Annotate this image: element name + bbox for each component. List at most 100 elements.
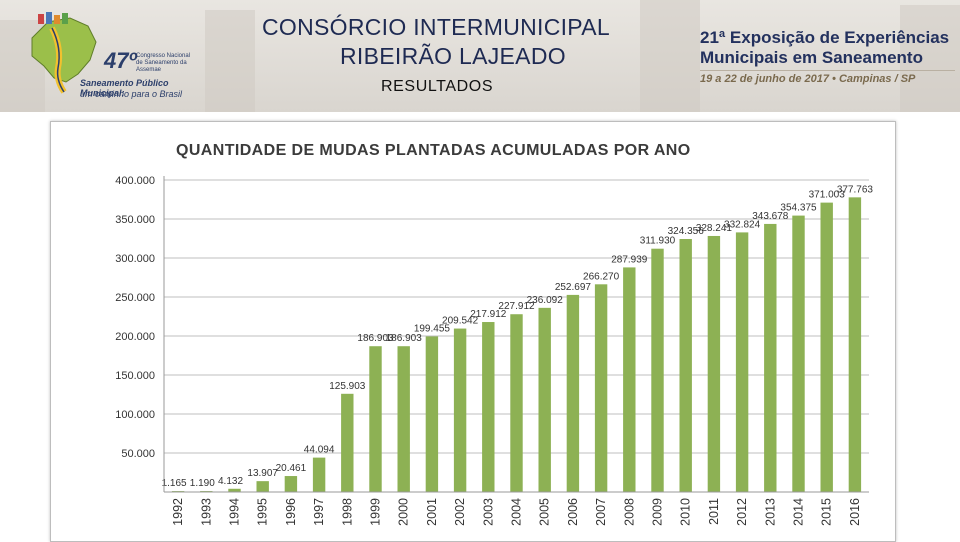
background-building	[640, 0, 700, 112]
x-tick-label: 2012	[735, 498, 749, 526]
data-label-1994: 4.132	[218, 476, 243, 487]
x-tick-label: 2000	[397, 498, 411, 526]
bar-2003	[482, 322, 495, 492]
x-tick-label: 2013	[763, 498, 777, 526]
y-tick-label: 200.000	[115, 331, 155, 343]
y-tick-label: 100.000	[115, 409, 155, 421]
background-building	[205, 10, 255, 112]
x-tick-label: 2008	[622, 498, 636, 526]
data-label-2014: 354.375	[780, 203, 817, 214]
x-tick-label: 2005	[538, 498, 552, 526]
x-tick-label: 2002	[453, 498, 467, 526]
background-building	[900, 5, 960, 112]
bar-1994	[228, 488, 241, 492]
bar-2012	[735, 232, 749, 492]
bar-2002	[453, 328, 467, 492]
y-tick-label: 150.000	[115, 370, 155, 382]
data-label-1996: 20.461	[276, 463, 307, 474]
chart-container: QUANTIDADE DE MUDAS PLANTADAS ACUMULADAS…	[50, 121, 896, 542]
congress-tagline-2: um caminho para o Brasil	[80, 89, 183, 99]
x-tick-label: 1992	[171, 498, 185, 526]
bar-1997	[312, 457, 326, 492]
data-label-2007: 266.270	[583, 271, 620, 282]
bar-2014	[792, 215, 805, 492]
page-subtitle: RESULTADOS	[381, 78, 494, 95]
bar-1996	[284, 476, 298, 492]
x-tick-label: 1994	[228, 498, 242, 526]
bar-2005	[538, 307, 551, 492]
bar-2008	[623, 267, 636, 492]
data-label-2009: 311.930	[640, 236, 676, 247]
x-tick-label: 1993	[199, 498, 213, 526]
bar-2007	[594, 284, 608, 492]
x-tick-label: 2009	[651, 498, 665, 526]
congress-name: Congresso Nacional de Saneamento da Asse…	[136, 53, 191, 73]
x-tick-label: 1995	[256, 498, 270, 526]
data-label-2001: 199.455	[414, 323, 451, 334]
x-tick-label: 1996	[284, 498, 298, 526]
exposition-line1: 21ª Exposição de Experiências	[700, 28, 950, 47]
data-label-2002: 209.542	[442, 316, 479, 327]
x-tick-label: 2007	[594, 498, 608, 526]
bar-2013	[764, 223, 777, 492]
x-tick-label: 2015	[820, 498, 834, 526]
data-label-1999: 186.903	[357, 333, 394, 344]
x-tick-label: 2006	[566, 498, 580, 526]
bar-2016	[848, 197, 862, 492]
data-label-2011: 328.241	[696, 223, 733, 234]
x-tick-label: 2010	[679, 498, 693, 526]
axis-layer: 400.000 350.000 300.000 250.000 200.000 150.0…	[115, 175, 869, 526]
bar-2011	[707, 235, 721, 492]
data-label-1998: 125.903	[329, 381, 366, 392]
y-tick-label: 350.000	[115, 214, 155, 226]
x-tick-label: 1999	[369, 498, 383, 526]
exposition-line2: Municipais em Saneamento	[700, 48, 923, 67]
bar-2006	[566, 294, 580, 492]
data-label-2010: 324.356	[668, 226, 705, 237]
page-title-line2: RIBEIRÃO LAJEADO	[340, 43, 566, 69]
x-tick-label: 1997	[312, 498, 326, 526]
bar-2009	[651, 248, 664, 492]
x-tick-label: 2004	[510, 498, 524, 526]
x-tick-label: 2016	[848, 498, 862, 526]
bar-2001	[425, 336, 439, 492]
data-label-1993: 1.190	[190, 478, 215, 489]
brazil-map-icon	[31, 12, 97, 94]
data-label-2005: 236.092	[527, 295, 564, 306]
bar-2015	[820, 202, 833, 492]
congress-logo: 47º Congresso Nacional de Saneamento da …	[18, 8, 193, 104]
y-tick-label: 300.000	[115, 253, 155, 265]
x-tick-label: 2001	[425, 498, 439, 526]
bar-1995	[256, 481, 269, 492]
data-label-2006: 252.697	[555, 282, 592, 293]
data-label-1992: 1.165	[162, 478, 187, 489]
data-label-2012: 332.824	[724, 219, 761, 230]
bar-1998	[341, 393, 354, 492]
bar-2000	[397, 346, 410, 492]
exposition-dates: 19 a 22 de junho de 2017 • Campinas / SP	[700, 70, 955, 85]
y-tick-label: 50.000	[121, 448, 155, 460]
data-label-2000: 186.903	[386, 333, 423, 344]
header-banner: 47º Congresso Nacional de Saneamento da …	[0, 0, 960, 112]
page-title-line1: CONSÓRCIO INTERMUNICIPAL	[262, 14, 610, 40]
bar-1999	[369, 346, 382, 492]
data-label-2004: 227.912	[498, 301, 535, 312]
x-tick-label: 2003	[481, 498, 495, 526]
bar-chart: QUANTIDADE DE MUDAS PLANTADAS ACUMULADAS…	[115, 142, 874, 526]
data-label-1997: 44.094	[304, 445, 335, 456]
data-label-2016: 377.763	[837, 184, 874, 195]
x-tick-label: 2011	[707, 498, 721, 525]
data-label-1995: 13.907	[247, 468, 278, 479]
y-tick-label: 250.000	[115, 292, 155, 304]
data-label-2015: 371.003	[809, 190, 846, 201]
chart-title: QUANTIDADE DE MUDAS PLANTADAS ACUMULADAS…	[176, 142, 691, 159]
data-label-2003: 217.912	[470, 309, 507, 320]
bar-2004	[510, 314, 523, 492]
bar-layer	[171, 197, 862, 492]
y-tick-label: 400.000	[115, 175, 155, 187]
bar-2010	[679, 239, 692, 492]
data-label-2008: 287.939	[611, 254, 648, 265]
data-label-2013: 343.678	[752, 211, 789, 222]
congress-number: 47º	[104, 48, 137, 73]
